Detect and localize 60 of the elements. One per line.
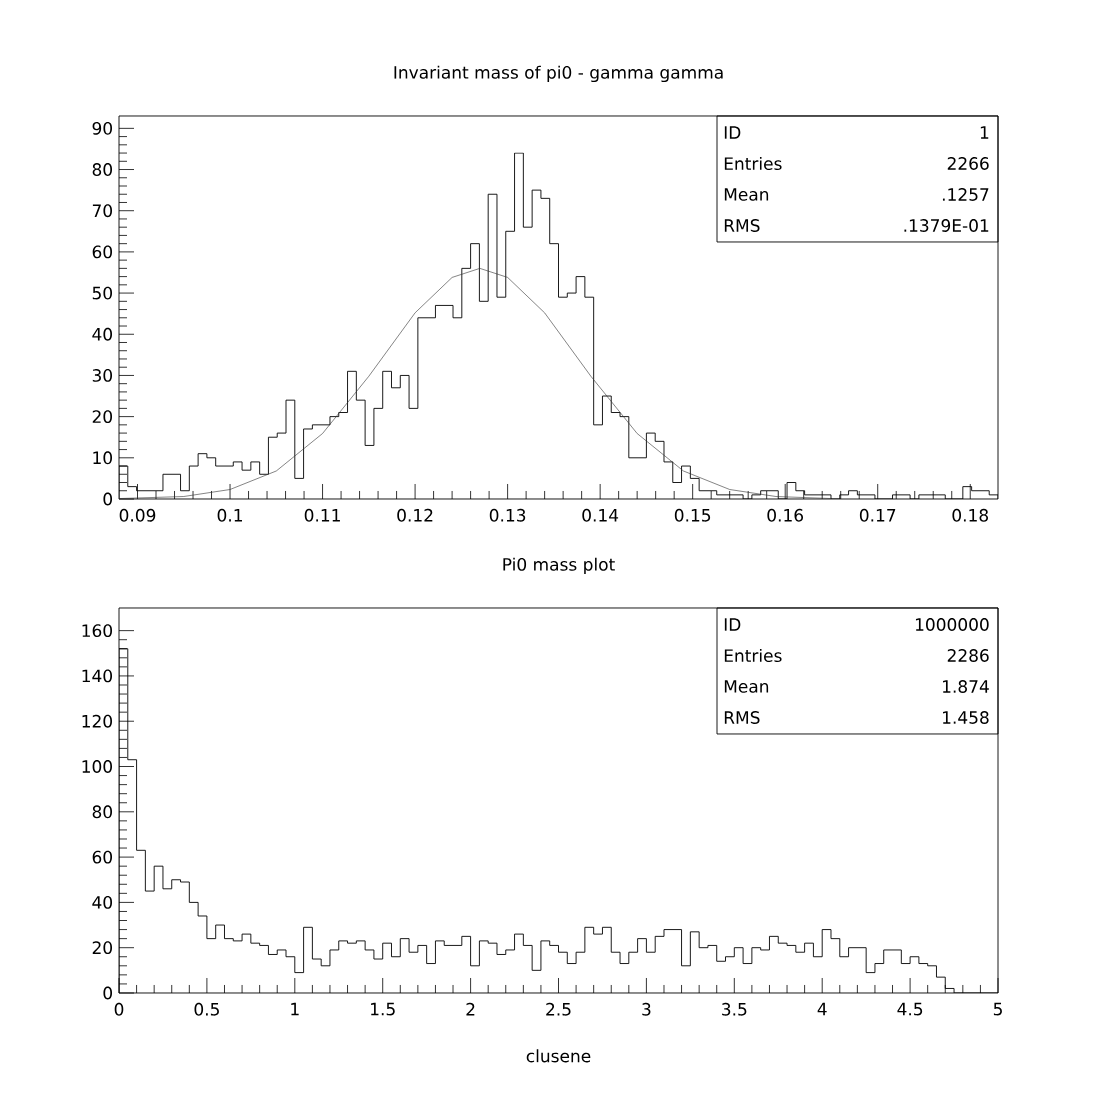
x-tick-label: 0.16 bbox=[767, 508, 804, 522]
annotation: Mean bbox=[724, 680, 769, 693]
x-tick-label: 0.5 bbox=[194, 1002, 219, 1016]
x-tick-label: 1.5 bbox=[371, 1002, 395, 1016]
annotation: RMS bbox=[724, 219, 760, 232]
annotation: ID bbox=[724, 126, 741, 139]
x-tick-label: 0.15 bbox=[674, 508, 711, 522]
annotation: 2286 bbox=[947, 649, 989, 662]
y-tick-label: 90 bbox=[92, 121, 113, 135]
x-axis-title: clusene bbox=[526, 1049, 591, 1063]
annotation: 2266 bbox=[947, 157, 989, 170]
y-tick-label: 40 bbox=[92, 327, 113, 341]
x-tick-label: 0.18 bbox=[952, 508, 989, 522]
y-tick-label: 100 bbox=[82, 760, 113, 773]
annotation: .1379E-01 bbox=[904, 219, 989, 232]
x-tick-label: 1 bbox=[291, 1002, 299, 1016]
x-tick-label: 0.1 bbox=[217, 508, 242, 522]
y-tick-label: 140 bbox=[82, 669, 113, 683]
x-tick-label: 0.17 bbox=[859, 508, 896, 522]
y-tick-label: 20 bbox=[92, 941, 113, 955]
chart-title: Invariant mass of pi0 - gamma gamma bbox=[394, 65, 723, 83]
x-tick-label: 0.09 bbox=[119, 508, 156, 522]
annotation: Entries bbox=[724, 156, 782, 171]
y-tick-label: 0 bbox=[103, 492, 113, 506]
y-tick-label: 10 bbox=[93, 451, 113, 465]
x-tick-label: 0.14 bbox=[582, 508, 619, 522]
y-tick-label: 0 bbox=[103, 986, 113, 1000]
x-tick-label: 3.5 bbox=[722, 1002, 747, 1016]
annotation: 1.874 bbox=[943, 680, 989, 693]
annotation: 1000000 bbox=[915, 618, 989, 631]
x-tick-label: 0.11 bbox=[304, 508, 340, 522]
annotation: ID bbox=[724, 618, 741, 631]
x-tick-label: 3 bbox=[642, 1002, 651, 1016]
annotation: RMS bbox=[724, 711, 760, 724]
x-tick-label: 4.5 bbox=[897, 1002, 923, 1016]
y-tick-label: 30 bbox=[92, 369, 113, 382]
chart-title: Pi0 mass plot bbox=[503, 557, 615, 575]
x-tick-label: 5 bbox=[993, 1002, 1002, 1016]
x-tick-label: 0.13 bbox=[489, 508, 526, 522]
y-tick-label: 60 bbox=[92, 245, 113, 259]
annotation: 1 bbox=[980, 126, 989, 139]
y-tick-label: 70 bbox=[92, 204, 113, 218]
y-tick-label: 80 bbox=[92, 805, 113, 819]
x-tick-label: 4 bbox=[817, 1002, 827, 1016]
annotation: .1257 bbox=[942, 188, 989, 201]
annotation: Mean bbox=[724, 188, 769, 201]
x-tick-label: 0 bbox=[114, 1002, 124, 1016]
y-tick-label: 120 bbox=[82, 714, 113, 728]
y-tick-label: 50 bbox=[92, 286, 113, 300]
line-series bbox=[119, 268, 832, 499]
y-tick-label: 160 bbox=[82, 624, 113, 638]
y-tick-label: 80 bbox=[92, 163, 113, 176]
y-tick-label: 60 bbox=[92, 850, 113, 864]
annotation: 1.458 bbox=[943, 711, 989, 724]
annotation: Entries bbox=[724, 648, 782, 663]
y-tick-label: 40 bbox=[92, 895, 113, 909]
x-tick-label: 2 bbox=[466, 1002, 475, 1016]
x-tick-label: 2.5 bbox=[546, 1002, 571, 1016]
x-tick-label: 0.12 bbox=[397, 508, 433, 522]
y-tick-label: 20 bbox=[92, 410, 113, 424]
